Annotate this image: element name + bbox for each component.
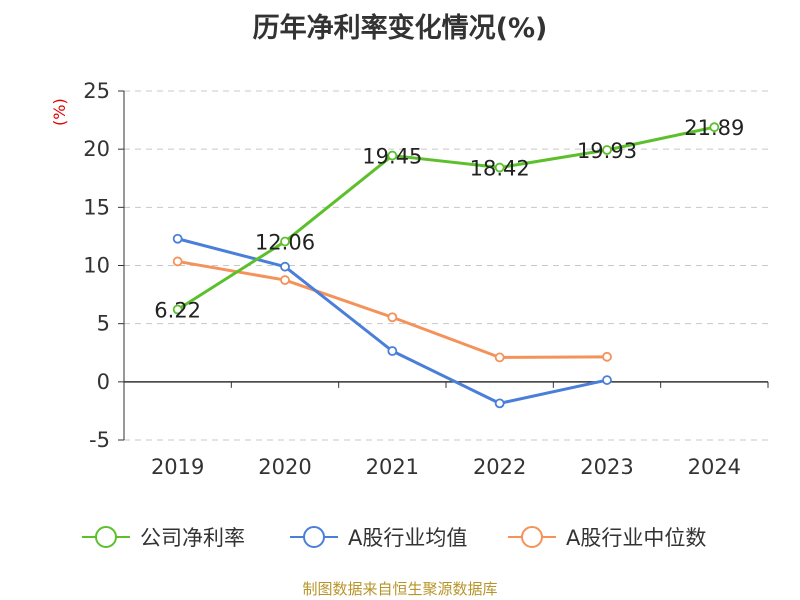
- series-lines: [172, 122, 720, 409]
- legend-marker: [521, 526, 543, 548]
- legend-marker: [95, 526, 117, 548]
- y-tick-label: -5: [89, 428, 110, 452]
- data-point: [602, 351, 612, 362]
- data-point: [172, 233, 183, 244]
- x-tick-label: 2020: [258, 455, 311, 479]
- chart-title: 历年净利率变化情况(%): [252, 13, 548, 44]
- data-point: [280, 236, 290, 247]
- data-point: [709, 122, 720, 133]
- data-point: [280, 275, 290, 285]
- legend-marker: [303, 526, 325, 548]
- data-labels: 6.22 12.06 19.45 18.42 19.93 21.89: [154, 116, 744, 322]
- data-label: 18.42: [470, 157, 530, 181]
- legend-label: 公司净利率: [140, 526, 245, 550]
- y-tick-label: 20: [83, 137, 110, 161]
- data-point: [387, 346, 398, 356]
- legend-label: A股行业中位数: [566, 526, 706, 550]
- data-label: 12.06: [255, 231, 315, 255]
- data-point: [172, 256, 183, 267]
- source-note: 制图数据来自恒生聚源数据库: [302, 580, 498, 598]
- data-label: 19.93: [577, 139, 637, 163]
- series-line: [176, 125, 715, 311]
- data-point: [280, 261, 290, 272]
- data-point: [387, 312, 398, 323]
- data-point: [172, 304, 183, 315]
- x-tick-label: 2024: [688, 455, 741, 479]
- data-point: [602, 375, 612, 385]
- gridlines: [124, 90, 768, 441]
- y-tick-label: 25: [83, 79, 110, 103]
- data-label: 6.22: [154, 298, 201, 322]
- y-tick-label: 10: [83, 254, 110, 278]
- data-point: [494, 162, 505, 173]
- x-tick-label: 2022: [473, 455, 526, 479]
- series-line: [177, 259, 608, 359]
- data-label: 19.45: [362, 145, 422, 169]
- data-point: [494, 398, 505, 409]
- data-point: [494, 352, 505, 363]
- data-point: [387, 150, 398, 161]
- legend: 公司净利率 A股行业均值 A股行业中位数: [82, 526, 706, 550]
- y-tick-label: 5: [97, 312, 110, 336]
- y-tick-label: 0: [97, 370, 110, 394]
- data-label: 21.89: [684, 116, 744, 140]
- x-tick-label: 2019: [151, 455, 204, 479]
- x-tick-label: 2021: [366, 455, 419, 479]
- x-tick-label: 2023: [580, 455, 633, 479]
- axes: 25 20 15 10 5 0 -5 2019 2020 2021 2022 2023 2024: [83, 79, 769, 479]
- legend-label: A股行业均值: [348, 526, 467, 550]
- y-tick-label: 15: [83, 195, 110, 219]
- data-point: [602, 145, 612, 155]
